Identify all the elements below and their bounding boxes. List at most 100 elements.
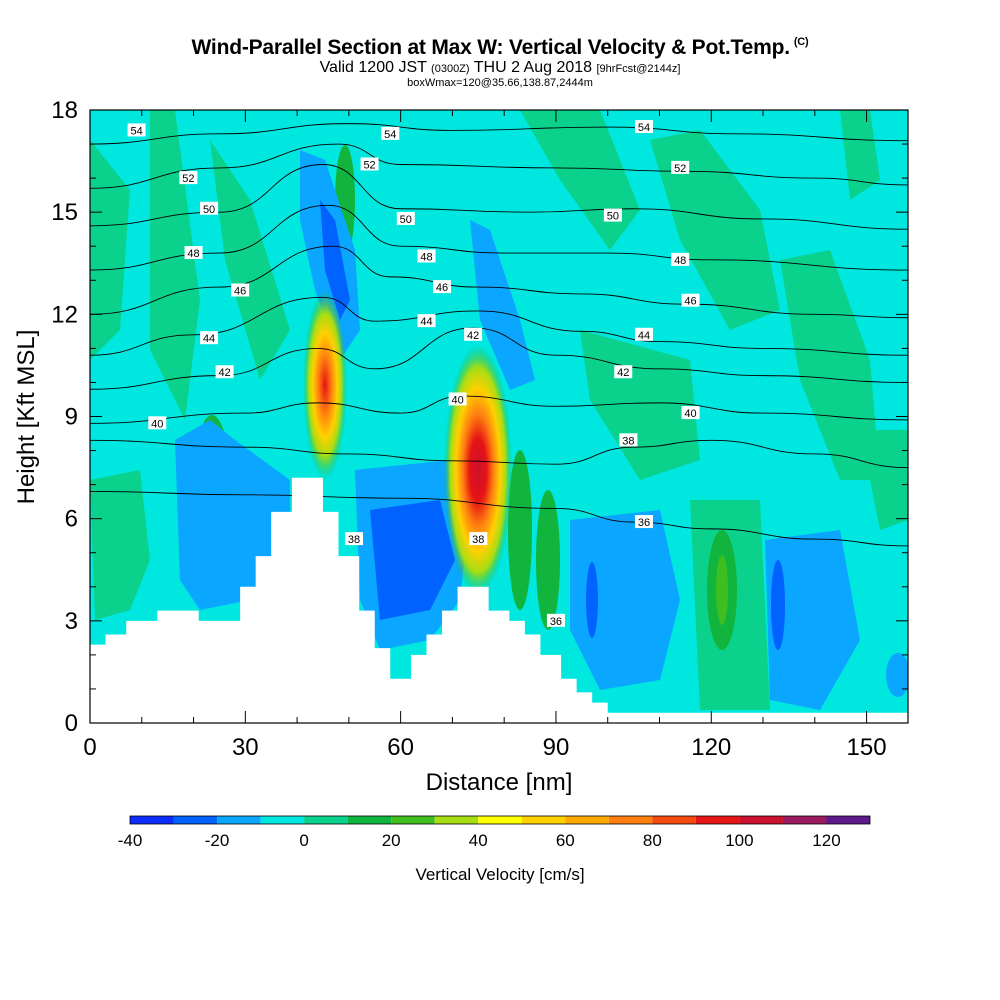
contour-label-text: 44 bbox=[203, 333, 215, 345]
colorbar-ticks: -40 -20 0 20 40 60 80 100 120 bbox=[118, 831, 841, 850]
downdraft-area bbox=[886, 653, 908, 697]
downdraft-core bbox=[370, 500, 455, 620]
weak-updraft-area bbox=[210, 140, 290, 380]
contour-label-text: 44 bbox=[638, 330, 650, 342]
contour-label: 50 bbox=[200, 201, 219, 216]
contour-label-text: 52 bbox=[363, 159, 375, 171]
contour-label: 48 bbox=[417, 249, 436, 263]
colorbar-swatch bbox=[391, 816, 435, 824]
weak-updraft-area bbox=[150, 110, 200, 420]
colorbar-swatch bbox=[826, 816, 870, 824]
colorbar bbox=[129, 815, 871, 825]
y-tick-label: 15 bbox=[51, 199, 78, 226]
x-tick-label: 150 bbox=[847, 734, 887, 761]
contour-label: 44 bbox=[417, 314, 436, 328]
downdraft-core bbox=[586, 562, 598, 638]
contour-label-text: 42 bbox=[467, 330, 479, 342]
theta-contour-38 bbox=[90, 439, 908, 469]
contour-label: 48 bbox=[671, 252, 690, 267]
updraft-core bbox=[536, 490, 560, 630]
contour-label-text: 38 bbox=[348, 534, 360, 546]
contour-label-text: 42 bbox=[617, 367, 629, 379]
contour-label-text: 40 bbox=[684, 408, 696, 420]
x-axis-label: Distance [nm] bbox=[426, 769, 573, 796]
contour-label: 50 bbox=[603, 208, 622, 223]
colorbar-frame bbox=[129, 815, 871, 825]
contour-label-text: 48 bbox=[187, 248, 199, 260]
contour-labels: 54 54 54 52 52 52 50 50 50 48 48 48 46 46 46 44 44 44 42 42… bbox=[127, 120, 700, 628]
colorbar-swatch bbox=[521, 816, 566, 824]
colorbar-swatch bbox=[130, 816, 174, 824]
terrain-profile bbox=[90, 477, 908, 723]
colorbar-tick-label: 40 bbox=[469, 831, 488, 850]
contour-label: 42 bbox=[614, 365, 633, 379]
colorbar-swatch bbox=[260, 816, 305, 824]
potential-temperature-contours bbox=[90, 123, 908, 547]
colorbar-swatch bbox=[304, 816, 348, 824]
x-tick-label: 30 bbox=[232, 734, 259, 761]
updraft-plume-west bbox=[303, 290, 347, 480]
contour-label: 44 bbox=[200, 331, 219, 345]
colorbar-tick-label: -20 bbox=[205, 831, 230, 850]
x-tick-label: 90 bbox=[543, 734, 570, 761]
contour-label: 40 bbox=[681, 406, 700, 420]
colorbar-swatch bbox=[608, 816, 653, 824]
contour-label: 44 bbox=[634, 327, 653, 342]
colorbar-tick-label: 20 bbox=[382, 831, 401, 850]
downdraft-area bbox=[470, 220, 535, 390]
contour-label: 36 bbox=[634, 515, 653, 529]
contour-label-text: 36 bbox=[550, 616, 562, 628]
chart-subtitle-box: boxWmax=120@35.66,138.87,2444m bbox=[407, 77, 593, 89]
contour-label: 52 bbox=[671, 160, 690, 175]
contour-label-text: 50 bbox=[607, 211, 619, 223]
contour-label-text: 46 bbox=[234, 285, 246, 297]
colorbar-tick-label: 80 bbox=[643, 831, 662, 850]
colorbar-tick-label: 60 bbox=[556, 831, 575, 850]
contour-label: 40 bbox=[148, 416, 167, 430]
x-tick-label: 120 bbox=[691, 734, 731, 761]
contour-label-text: 38 bbox=[622, 435, 634, 447]
contour-label: 50 bbox=[396, 211, 415, 226]
colorbar-swatch bbox=[217, 816, 261, 824]
weak-updraft-area bbox=[90, 470, 150, 620]
contour-label-text: 46 bbox=[436, 282, 448, 294]
contour-label: 46 bbox=[231, 283, 250, 297]
downdraft-area bbox=[570, 510, 680, 690]
weak-updraft-area bbox=[650, 130, 780, 330]
contour-label: 42 bbox=[464, 327, 483, 342]
weak-updraft-area bbox=[860, 430, 908, 530]
downdraft-core bbox=[320, 200, 350, 320]
contour-label-text: 42 bbox=[218, 367, 230, 379]
y-tick-label: 12 bbox=[51, 301, 78, 328]
contour-label-text: 50 bbox=[203, 204, 215, 216]
colorbar-tick-label: 0 bbox=[299, 831, 308, 850]
contour-label-text: 54 bbox=[130, 125, 142, 137]
colorbar-label: Vertical Velocity [cm/s] bbox=[415, 865, 584, 884]
chart-title: Wind-Parallel Section at Max W: Vertical… bbox=[191, 36, 809, 59]
contour-label: 52 bbox=[360, 157, 379, 171]
contour-label: 54 bbox=[127, 123, 146, 137]
updraft-plume-east bbox=[444, 345, 512, 595]
chart-subtitle: Valid 1200 JST (0300Z) THU 2 Aug 2018 [9… bbox=[319, 59, 681, 76]
x-axis: 0 30 60 90 120 150 bbox=[83, 110, 887, 761]
colorbar-swatch bbox=[652, 816, 696, 824]
weak-updraft-area bbox=[90, 140, 130, 360]
contour-label-text: 50 bbox=[400, 214, 412, 226]
colorbar-swatch bbox=[347, 816, 392, 824]
contour-label: 42 bbox=[215, 365, 234, 379]
contour-label-text: 52 bbox=[674, 163, 686, 175]
weak-updraft-area bbox=[840, 110, 880, 200]
x-tick-label: 0 bbox=[83, 734, 96, 761]
theta-contour-44 bbox=[90, 296, 908, 356]
terrain-fill bbox=[90, 477, 908, 723]
contour-label-text: 48 bbox=[420, 251, 432, 263]
downdraft-area bbox=[765, 530, 860, 710]
theta-contour-36 bbox=[90, 490, 908, 547]
theta-contour-48 bbox=[90, 204, 908, 271]
theta-contour-50 bbox=[90, 164, 908, 230]
contour-label-text: 40 bbox=[151, 418, 163, 430]
colorbar-swatch bbox=[739, 816, 783, 824]
contour-label-text: 54 bbox=[384, 129, 396, 141]
